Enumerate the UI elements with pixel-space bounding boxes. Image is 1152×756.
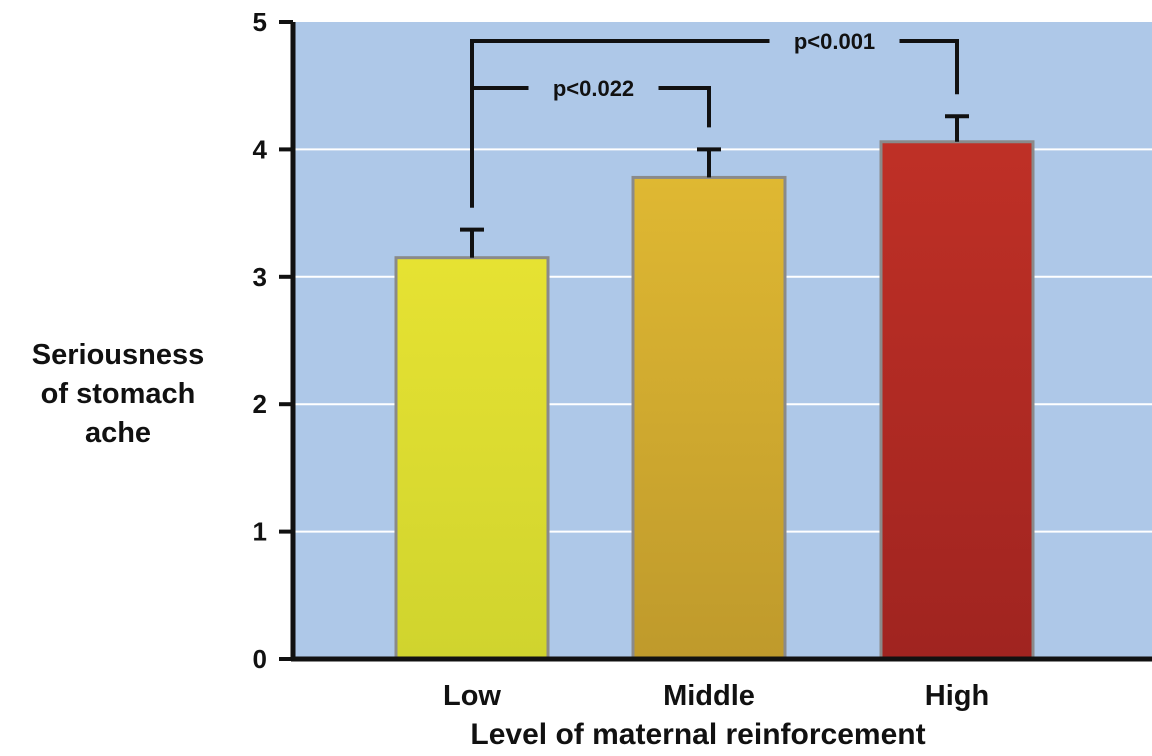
bar-low	[394, 256, 550, 661]
y-axis-label-line-2: of stomach	[41, 378, 196, 410]
bracket-line-1	[470, 39, 959, 208]
p-value-label-1: p<0.001	[794, 29, 875, 54]
category-label-high: High	[925, 680, 989, 712]
significance-brackets: p<0.022 p<0.001	[470, 29, 959, 208]
category-label-middle: Middle	[663, 680, 755, 712]
bar-middle	[631, 175, 787, 661]
y-tick-label-1: 1	[253, 517, 267, 547]
y-axis-label-line-3: ache	[85, 417, 151, 449]
y-axis-label-line-1: Seriousness	[32, 339, 204, 371]
bracket-1: p<0.001	[470, 29, 959, 208]
x-axis-label: Level of maternal reinforcement	[470, 718, 925, 751]
y-tick-label-3: 3	[253, 262, 267, 292]
y-tick-label-4: 4	[253, 134, 268, 164]
axes: 0 1 2 3 4 5	[253, 7, 1152, 674]
y-tick-label-5: 5	[253, 7, 267, 37]
y-tick-label-2: 2	[253, 389, 267, 419]
bar-high	[879, 140, 1035, 661]
y-tick-label-0: 0	[253, 644, 267, 674]
p-value-label-0: p<0.022	[553, 76, 634, 101]
category-label-low: Low	[443, 680, 501, 712]
